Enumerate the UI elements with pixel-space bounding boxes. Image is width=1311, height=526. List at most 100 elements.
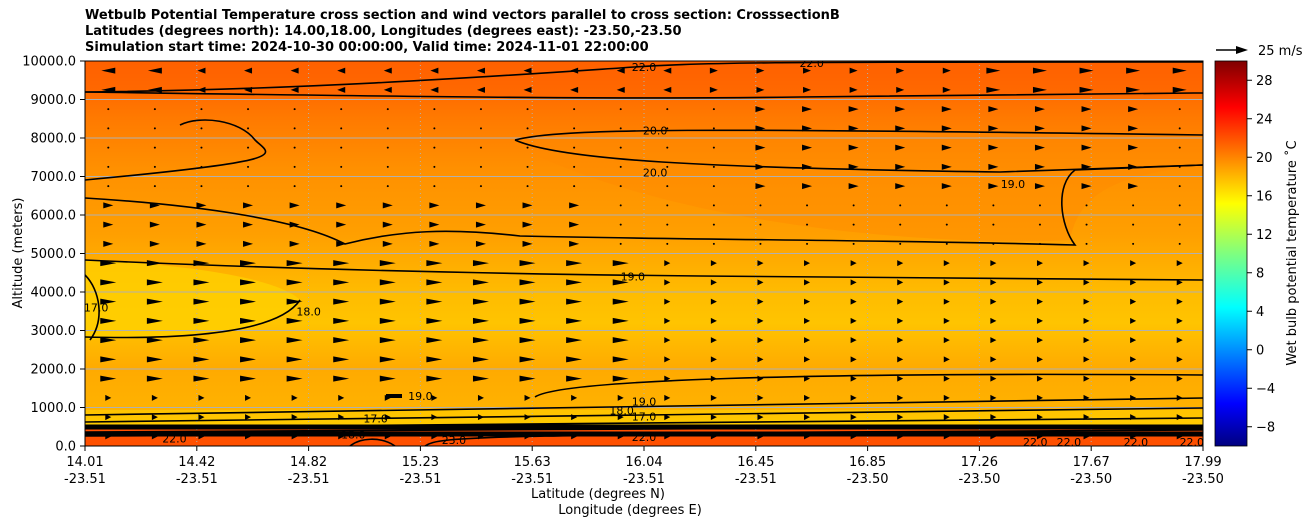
wind-vector bbox=[897, 260, 904, 267]
wind-vector bbox=[244, 67, 253, 74]
wind-vector bbox=[293, 165, 296, 168]
wind-vector bbox=[1130, 298, 1137, 305]
wind-vector bbox=[476, 86, 485, 93]
wind-vector bbox=[333, 260, 350, 267]
wind-vector bbox=[1083, 375, 1090, 382]
wind-vector bbox=[1032, 86, 1047, 93]
wind-vector bbox=[472, 317, 489, 324]
wind-vector bbox=[804, 337, 811, 344]
wind-vector bbox=[1081, 144, 1092, 151]
contour-label: 22.0 bbox=[799, 57, 824, 70]
wind-vector bbox=[1130, 375, 1137, 382]
wind-vector bbox=[895, 125, 906, 132]
wind-vector bbox=[990, 375, 997, 382]
contour-label: 17.0 bbox=[363, 412, 388, 425]
wind-vector bbox=[522, 221, 533, 228]
wind-vector bbox=[573, 108, 576, 111]
wind-vector bbox=[151, 394, 158, 401]
wind-vector bbox=[193, 260, 210, 267]
wind-vector bbox=[988, 106, 999, 113]
wind-vector bbox=[198, 394, 205, 401]
wind-vector bbox=[245, 394, 252, 401]
wind-vector bbox=[1083, 260, 1090, 267]
wind-vector bbox=[1130, 337, 1137, 344]
wind-vector bbox=[200, 165, 203, 168]
wind-vector bbox=[1176, 375, 1183, 382]
y-tick-label: 10000.0 bbox=[22, 55, 76, 70]
wind-vector bbox=[850, 337, 857, 344]
wind-vector bbox=[1083, 298, 1090, 305]
wind-vector bbox=[1034, 144, 1045, 151]
wind-vector bbox=[1036, 337, 1043, 344]
wind-vector bbox=[243, 221, 254, 228]
wind-vector bbox=[200, 108, 203, 111]
wind-vector bbox=[943, 414, 950, 421]
wind-vector bbox=[197, 67, 206, 74]
wind-vector bbox=[712, 185, 715, 188]
wind-vector bbox=[426, 375, 443, 382]
wind-vector bbox=[664, 298, 671, 305]
wind-vector bbox=[340, 146, 343, 149]
wind-vector bbox=[1178, 204, 1181, 207]
wind-vector bbox=[240, 279, 257, 286]
wind-vector bbox=[146, 279, 163, 286]
wind-vector bbox=[1172, 86, 1187, 93]
contour-label: 18.0 bbox=[296, 305, 321, 318]
wind-vector bbox=[386, 127, 389, 130]
wind-vector bbox=[100, 375, 117, 382]
wind-vector bbox=[519, 375, 536, 382]
wind-vector bbox=[664, 414, 671, 421]
wind-vector bbox=[664, 356, 671, 363]
wind-vector bbox=[147, 67, 162, 74]
wind-vector bbox=[757, 298, 764, 305]
wind-vector bbox=[806, 242, 809, 245]
wind-vector bbox=[290, 86, 299, 93]
wind-vector bbox=[101, 67, 116, 74]
wind-vector bbox=[943, 298, 950, 305]
contour-label: 19.0 bbox=[1001, 178, 1026, 191]
wind-vector bbox=[479, 146, 482, 149]
wind-vector bbox=[477, 433, 484, 440]
wind-vector bbox=[291, 394, 298, 401]
wind-vector bbox=[1132, 242, 1135, 245]
wind-vector bbox=[612, 298, 629, 305]
quiver-key-label: 25 m/s bbox=[1258, 44, 1303, 59]
wind-vector bbox=[1128, 163, 1139, 170]
wind-vector bbox=[759, 204, 762, 207]
wind-vector bbox=[896, 86, 905, 93]
wind-vector bbox=[899, 223, 902, 226]
wind-vector bbox=[149, 240, 160, 247]
wind-vector bbox=[666, 127, 669, 130]
wind-vector bbox=[247, 185, 250, 188]
wind-vector bbox=[426, 337, 443, 344]
wind-vector bbox=[757, 394, 764, 401]
contour-label: 17.0 bbox=[632, 411, 657, 424]
contour-label: 19.0 bbox=[621, 271, 646, 284]
wind-vector bbox=[570, 86, 579, 93]
wind-vector bbox=[804, 279, 811, 286]
wind-vector bbox=[710, 356, 717, 363]
wind-vector bbox=[103, 202, 114, 209]
wind-vector bbox=[1176, 394, 1183, 401]
wind-vector bbox=[146, 317, 163, 324]
surface-contour-band bbox=[85, 424, 1203, 437]
wind-vector bbox=[519, 260, 536, 267]
wind-vector bbox=[943, 337, 950, 344]
wind-vector bbox=[666, 185, 669, 188]
wind-vector bbox=[566, 356, 583, 363]
wind-vector bbox=[433, 127, 436, 130]
wind-vector bbox=[286, 375, 303, 382]
wind-vector bbox=[895, 163, 906, 170]
wind-vector bbox=[240, 260, 257, 267]
wind-vector bbox=[943, 356, 950, 363]
wind-vector bbox=[524, 414, 531, 421]
wind-vector bbox=[1130, 394, 1137, 401]
wind-vector bbox=[472, 279, 489, 286]
x-tick-label-lat: 15.63 bbox=[514, 455, 551, 470]
wind-vector bbox=[293, 127, 296, 130]
wind-vector bbox=[1038, 223, 1041, 226]
wind-vector bbox=[945, 204, 948, 207]
wind-vector bbox=[802, 144, 813, 151]
wind-vector bbox=[806, 223, 809, 226]
wind-vector bbox=[386, 185, 389, 188]
